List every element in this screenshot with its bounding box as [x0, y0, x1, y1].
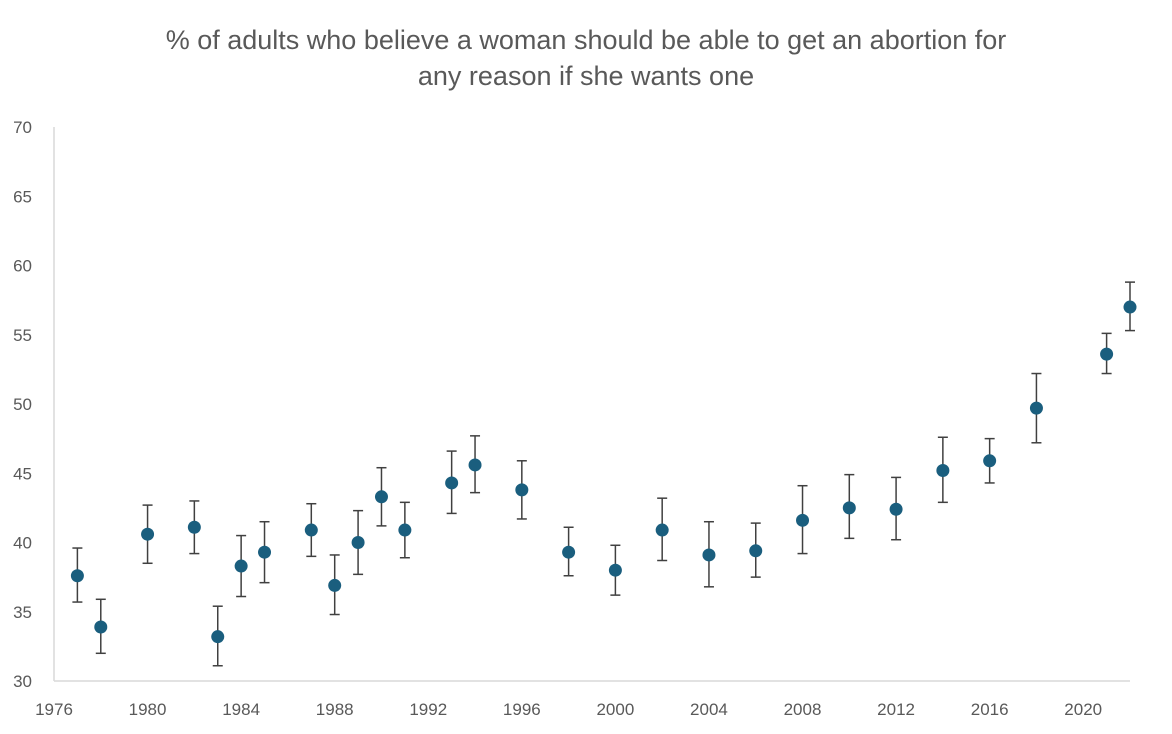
- data-point: [796, 513, 810, 527]
- x-tick-label: 1980: [129, 700, 167, 719]
- y-tick-label: 40: [13, 534, 32, 553]
- data-point: [655, 523, 669, 537]
- data-point: [351, 536, 365, 549]
- data-point: [328, 578, 342, 592]
- data-point: [468, 458, 482, 472]
- y-tick-label: 30: [13, 672, 32, 691]
- x-tick-label: 1984: [222, 700, 260, 719]
- data-point: [515, 483, 529, 497]
- y-tick-label: 55: [13, 326, 32, 345]
- data-point: [187, 520, 201, 534]
- x-tick-label: 2016: [971, 700, 1009, 719]
- x-tick-label: 2020: [1064, 700, 1102, 719]
- data-point: [445, 476, 459, 490]
- chart-title: % of adults who believe a woman should b…: [0, 22, 1172, 94]
- data-points: [70, 300, 1137, 644]
- data-point: [1029, 401, 1043, 415]
- data-point: [70, 569, 84, 583]
- data-point: [258, 545, 272, 559]
- x-tick-label: 2008: [784, 700, 822, 719]
- data-point: [608, 563, 622, 577]
- y-tick-label: 65: [13, 187, 32, 206]
- x-tick-label: 2000: [596, 700, 634, 719]
- x-tick-label: 1992: [409, 700, 447, 719]
- data-point: [702, 548, 716, 562]
- chart-title-line-1: % of adults who believe a woman should b…: [165, 25, 1007, 55]
- axes: 30 35 40 45 50 55 60 65 70 1976 1980 1984 1988 1992 19…: [13, 118, 1130, 719]
- data-point: [304, 523, 318, 537]
- data-point: [936, 463, 950, 477]
- y-tick-label: 45: [13, 464, 32, 483]
- data-point: [94, 620, 108, 634]
- data-point: [1123, 300, 1137, 314]
- data-point: [234, 559, 248, 573]
- y-tick-label: 70: [13, 118, 32, 137]
- data-point: [211, 630, 225, 644]
- x-tick-label: 2004: [690, 700, 728, 719]
- y-tick-label: 35: [13, 603, 32, 622]
- data-point: [983, 454, 997, 468]
- x-tick-label: 1976: [35, 700, 73, 719]
- x-tick-label: 1996: [503, 700, 541, 719]
- error-bars: [72, 281, 1135, 667]
- x-tick-label: 2012: [877, 700, 915, 719]
- data-point: [398, 523, 412, 537]
- data-point: [749, 544, 763, 558]
- data-point: [889, 502, 903, 516]
- data-point: [842, 501, 856, 515]
- chart-title-line-2: any reason if she wants one: [417, 61, 755, 91]
- y-tick-label: 60: [13, 257, 32, 276]
- y-tick-label: 50: [13, 395, 32, 414]
- data-point: [562, 545, 576, 559]
- data-point: [1100, 347, 1114, 361]
- data-point: [141, 527, 155, 541]
- x-tick-label: 1988: [316, 700, 354, 719]
- data-point: [374, 490, 388, 504]
